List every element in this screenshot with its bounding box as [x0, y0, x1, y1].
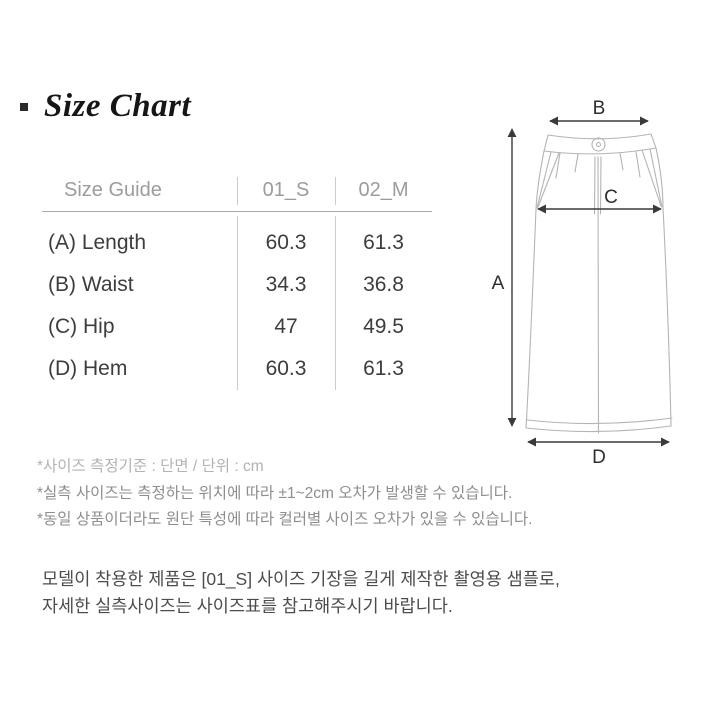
measure-label-c: C — [604, 187, 618, 208]
column-divider — [335, 216, 336, 390]
size-table-body: (A) Length 60.3 61.3 (B) Waist 34.3 36.8… — [42, 212, 432, 390]
value-size-m: 36.8 — [363, 273, 404, 296]
description-line: 자세한 실측사이즈는 사이즈표를 참고해주시기 바랍니다. — [42, 596, 453, 616]
note-line: *사이즈 측정기준 : 단면 / 단위 : cm — [37, 458, 264, 475]
measure-label-d: D — [592, 447, 606, 468]
description-line: 모델이 착용한 제품은 [01_S] 사이즈 기장을 길게 제작한 촬영용 샘플… — [42, 569, 560, 589]
column-header-size-guide: Size Guide — [64, 179, 162, 201]
notes-section: *사이즈 측정기준 : 단면 / 단위 : cm *실측 사이즈는 측정하는 위… — [37, 454, 532, 534]
square-bullet-icon — [20, 103, 28, 111]
value-size-s: 34.3 — [265, 273, 307, 296]
waistband-left — [543, 134, 549, 152]
note-line: *실측 사이즈는 측정하는 위치에 따라 ±1~2cm 오차가 발생할 수 있습… — [37, 484, 513, 502]
column-divider — [335, 177, 336, 205]
pocket-line-right-inner — [649, 148, 663, 208]
column-header-size-m: 02_M — [358, 179, 409, 201]
row-label: (D) Hem — [48, 357, 128, 380]
hem-bottom-line — [525, 425, 672, 433]
column-divider — [237, 177, 238, 205]
description-section: 모델이 착용한 제품은 [01_S] 사이즈 기장을 길게 제작한 촬영용 샘플… — [42, 566, 560, 620]
skirt-measurement-diagram: B A C D — [492, 98, 673, 468]
button-inner — [595, 141, 602, 148]
skirt-outline — [525, 133, 673, 434]
button-icon — [591, 137, 606, 152]
pleat-line — [619, 152, 624, 171]
side-seam-left — [525, 150, 545, 429]
row-label: (C) Hip — [48, 315, 115, 338]
section-header: Size Chart — [20, 86, 191, 126]
value-size-m: 61.3 — [363, 357, 404, 380]
column-divider — [237, 216, 238, 390]
size-table-header: Size Guide 01_S 02_M — [42, 170, 432, 212]
size-table: Size Guide 01_S 02_M (A) Length 60.3 61.… — [42, 170, 432, 390]
waistband-right — [650, 133, 657, 149]
pleat-line — [574, 153, 579, 173]
pocket-line-left — [537, 152, 560, 208]
measurement-labels: B A C D — [492, 98, 618, 468]
table-row: (C) Hip 47 49.5 — [42, 306, 432, 348]
row-label: (B) Waist — [48, 273, 134, 296]
table-row: (A) Length 60.3 61.3 — [42, 222, 432, 264]
waistband-top — [547, 133, 652, 140]
pocket-line-left-inner — [536, 151, 552, 209]
waistband-bottom — [543, 147, 657, 155]
table-row: (D) Hem 60.3 61.3 — [42, 348, 432, 390]
pocket-line-right — [641, 149, 662, 207]
center-seam — [597, 156, 600, 434]
fly-line-left — [593, 156, 596, 215]
pleat-line — [555, 152, 561, 179]
note-line: *동일 상품이더라도 원단 특성에 따라 컬러별 사이즈 오차가 있을 수 있습… — [37, 511, 533, 528]
measure-label-b: B — [593, 98, 606, 119]
value-size-s: 47 — [274, 315, 298, 338]
hem-upper-line — [526, 417, 673, 425]
value-size-s: 60.3 — [265, 357, 307, 380]
value-size-m: 61.3 — [363, 231, 404, 254]
page-title: Size Chart — [44, 88, 192, 124]
value-size-m: 49.5 — [363, 315, 404, 338]
measurement-arrows — [507, 116, 670, 447]
side-seam-right — [655, 147, 672, 427]
measure-label-a: A — [492, 273, 505, 294]
value-size-s: 60.3 — [265, 231, 307, 254]
row-label: (A) Length — [48, 231, 147, 254]
pleat-line — [635, 151, 641, 178]
table-row: (B) Waist 34.3 36.8 — [42, 264, 432, 306]
fly-line-right — [599, 156, 602, 215]
column-header-size-s: 01_S — [262, 179, 310, 201]
